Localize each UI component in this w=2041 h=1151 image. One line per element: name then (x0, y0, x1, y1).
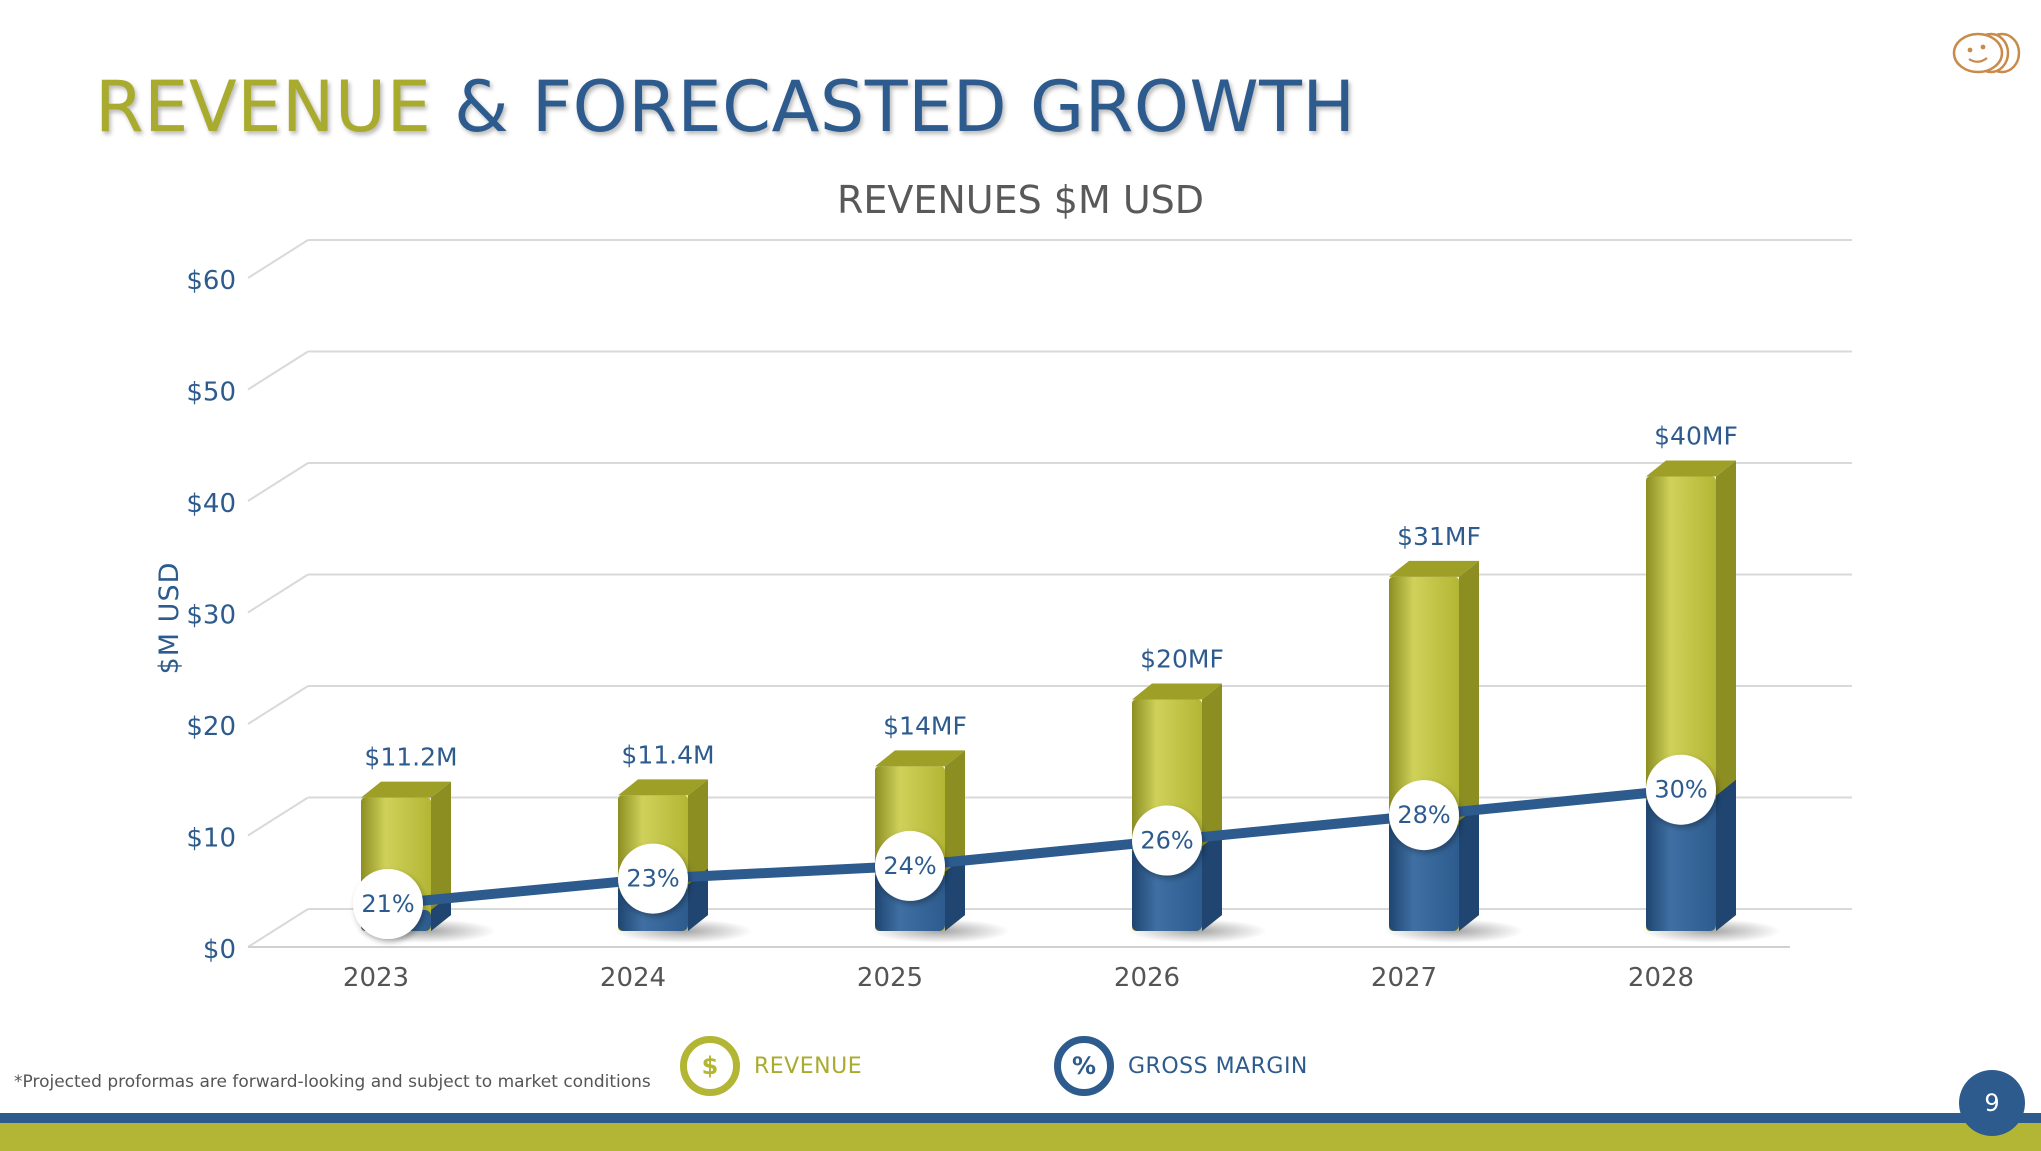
margin-data-label: 21% (361, 890, 414, 918)
x-tick-label: 2024 (600, 963, 666, 993)
margin-data-label: 26% (1140, 827, 1193, 855)
revenue-data-label: $40MF (1654, 421, 1738, 450)
percent-icon: % (1054, 1036, 1114, 1096)
x-tick-label: 2026 (1114, 963, 1180, 993)
page-title: REVENUE & FORECASTED GROWTH (95, 66, 1356, 148)
revenue-bar-top (1389, 560, 1479, 577)
revenue-data-label: $11.2M (364, 743, 457, 772)
margin-data-label: 23% (626, 865, 679, 893)
y-axis-label: $M USD (154, 562, 185, 675)
coins-logo-icon (1952, 32, 2021, 74)
revenue-data-label: $20MF (1140, 644, 1224, 673)
chart-title: REVENUES $M USD (836, 178, 1205, 222)
dollar-icon: $ (680, 1036, 740, 1096)
margin-line (383, 784, 1686, 909)
margin-bar-side (1716, 779, 1736, 931)
gridline-diag (247, 350, 309, 391)
margin-data-label: 24% (883, 852, 936, 880)
margin-bar-side (1202, 830, 1222, 931)
legend-gross-margin-label: GROSS MARGIN (1128, 1053, 1308, 1079)
gridline-diag (247, 573, 309, 614)
margin-data-label: 30% (1654, 776, 1707, 804)
y-tick-label: $0 (203, 935, 236, 965)
revenue-bar-top (1132, 683, 1222, 700)
margin-bar-side (688, 868, 708, 931)
margin-bar-side (1459, 805, 1479, 931)
y-tick-label: $60 (186, 266, 236, 296)
margin-data-label: 28% (1397, 801, 1450, 829)
revenue-bar-top (1646, 460, 1736, 477)
footer-stripe-blue (0, 1113, 2041, 1123)
legend-revenue: $ REVENUE (680, 1036, 862, 1096)
footer-stripe-olive (0, 1123, 2041, 1151)
y-tick-label: $50 (186, 378, 236, 408)
revenue-data-label: $14MF (883, 711, 967, 740)
margin-point (875, 830, 945, 901)
y-tick-label: $10 (186, 824, 236, 854)
margin-point (1646, 754, 1716, 825)
y-tick-label: $30 (186, 601, 236, 631)
gridline-diag (247, 239, 309, 279)
revenue-data-label: $31MF (1397, 522, 1481, 551)
x-tick-label: 2027 (1371, 963, 1437, 993)
page-number: 9 (1959, 1070, 2025, 1136)
margin-point (1132, 805, 1202, 876)
footnote: *Projected proformas are forward-looking… (14, 1072, 651, 1092)
x-tick-label: 2025 (857, 963, 923, 993)
legend-revenue-label: REVENUE (754, 1053, 863, 1079)
title-revenue: REVENUE (95, 66, 432, 148)
legend-gross-margin: % GROSS MARGIN (1054, 1036, 1308, 1096)
gridline-diag (247, 685, 309, 725)
gridline-diag (247, 796, 309, 837)
gridline-diag (247, 908, 309, 948)
revenue-bar-top (618, 779, 708, 796)
y-tick-label: $20 (186, 712, 236, 742)
revenue-data-label: $11.4M (621, 740, 714, 769)
y-tick-label: $40 (186, 489, 236, 519)
margin-bar (1389, 821, 1459, 931)
margin-point (618, 843, 688, 914)
gridline-diag (247, 462, 309, 502)
x-tick-label: 2023 (343, 963, 409, 993)
margin-bar (1646, 795, 1716, 931)
margin-point (1389, 780, 1459, 851)
title-forecasted-growth: & FORECASTED GROWTH (431, 66, 1356, 148)
revenue-bar-top (875, 750, 965, 767)
margin-point (353, 869, 423, 939)
revenue-bar-top (361, 781, 451, 798)
x-tick-label: 2028 (1628, 963, 1694, 993)
margin-bar-side (945, 855, 965, 931)
